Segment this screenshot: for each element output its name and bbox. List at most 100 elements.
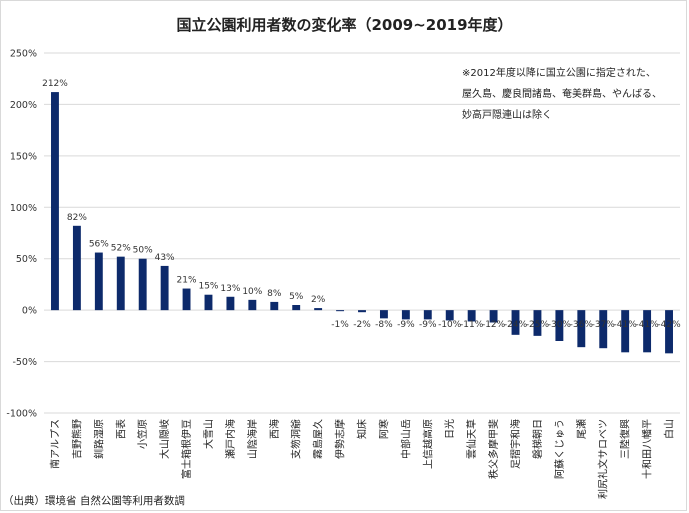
data-label: 21% [177, 276, 197, 286]
data-label: 8% [267, 289, 282, 299]
category-label: 伊勢志摩 [334, 419, 347, 459]
bar [138, 258, 147, 311]
bar [533, 310, 542, 336]
data-label: 43% [155, 253, 175, 263]
data-label: -25% [526, 320, 550, 330]
data-label: -42% [657, 320, 681, 330]
y-tick-label: -50% [12, 357, 37, 368]
category-label: 尾瀬 [576, 419, 588, 439]
y-tick-label: 50% [16, 254, 37, 265]
category-label: 十和田八幡平 [641, 419, 654, 479]
category-label: 阿寒 [377, 419, 390, 439]
y-tick-label: 100% [10, 203, 37, 214]
category-label: 瀬戸内海 [224, 419, 237, 459]
data-label: 212% [42, 79, 68, 89]
bar [401, 310, 410, 320]
y-tick-label: -100% [6, 409, 37, 420]
category-label: 日光 [443, 419, 456, 439]
bar [423, 310, 432, 320]
category-label: 富士箱根伊豆 [180, 419, 193, 479]
y-tick-label: 0% [22, 306, 37, 317]
bar [72, 225, 81, 311]
category-label: 釧路湿原 [92, 419, 105, 459]
data-label: -12% [482, 320, 506, 330]
data-label: 82% [67, 213, 87, 223]
category-label: 霧島屋久 [312, 419, 325, 459]
data-label: 10% [242, 287, 262, 297]
data-label: -2% [353, 320, 371, 330]
category-label: 西表 [114, 419, 127, 439]
bar [599, 310, 608, 349]
category-label: 秩父多摩甲斐 [487, 419, 500, 479]
category-label: 西海 [268, 419, 281, 439]
bar [445, 310, 454, 321]
category-label: 利尻礼文サロベツ [597, 419, 610, 499]
data-label: 52% [111, 244, 131, 254]
data-label: -30% [548, 320, 572, 330]
category-label: 三陸復興 [619, 419, 632, 459]
category-label: 吉野熊野 [70, 419, 83, 459]
bar [489, 310, 498, 323]
bar [358, 310, 366, 313]
category-label: 白山 [663, 419, 676, 439]
data-label: -9% [419, 320, 437, 330]
bar [94, 252, 103, 311]
category-label: 上信越高原 [421, 419, 434, 469]
note-line-2: 屋久島、慶良間諸島、奄美群島、やんばる、 [462, 89, 662, 100]
data-label: -37% [592, 320, 616, 330]
data-label: -36% [570, 320, 594, 330]
data-label: -11% [460, 320, 484, 330]
bar [314, 308, 323, 311]
data-label: -41% [614, 320, 638, 330]
category-label: 大山隠岐 [158, 419, 171, 459]
data-label: -9% [397, 320, 415, 330]
category-label: 雲仙天草 [465, 419, 478, 459]
data-label: 15% [198, 282, 218, 292]
category-label: 知床 [356, 419, 369, 439]
bar [577, 310, 586, 348]
bar [621, 310, 630, 353]
data-label: 2% [311, 295, 326, 305]
data-label: -1% [331, 320, 349, 330]
data-label: -10% [438, 320, 462, 330]
data-label: 13% [220, 284, 240, 294]
bar [270, 301, 279, 311]
bar [292, 305, 301, 311]
chart-note: ※2012年度以降に国立公園に指定された、 屋久島、慶良間諸島、奄美群島、やんば… [462, 63, 682, 126]
y-tick-label: 200% [10, 100, 37, 111]
y-tick-label: 250% [10, 49, 37, 60]
category-label: 阿蘇くじゅう [553, 419, 566, 479]
bar [643, 310, 652, 353]
category-label: 南アルプス [48, 419, 61, 469]
category-label: 磐梯朝日 [531, 419, 544, 459]
bar [511, 310, 520, 335]
category-label: 小笠原 [136, 419, 149, 449]
data-label: -24% [504, 320, 528, 330]
bar [51, 92, 59, 311]
category-label: 支笏洞爺 [290, 419, 303, 459]
data-label: -8% [375, 320, 393, 330]
bar [160, 265, 169, 311]
note-line-3: 妙高戸隠連山は除く [462, 110, 552, 121]
category-label: 足摺宇和海 [509, 419, 522, 469]
category-label: 山陰海岸 [246, 419, 259, 459]
category-label: 中部山岳 [399, 419, 412, 459]
bar [336, 310, 345, 312]
data-label: 5% [289, 292, 304, 302]
data-label: 50% [133, 246, 153, 256]
bar [182, 288, 191, 311]
chart-title: 国立公園利用者数の変化率（2009~2019年度） [176, 16, 513, 34]
bar [116, 256, 125, 311]
bar [467, 310, 476, 322]
data-label: 56% [89, 240, 109, 250]
bar [204, 294, 213, 311]
bar [555, 310, 564, 341]
source-note: （出典）環境省 自然公園等利用者数調 [3, 495, 185, 507]
bar [226, 296, 235, 311]
bar [248, 299, 257, 311]
bar [665, 310, 673, 354]
bar [379, 310, 388, 319]
category-label: 大雪山 [202, 419, 215, 449]
